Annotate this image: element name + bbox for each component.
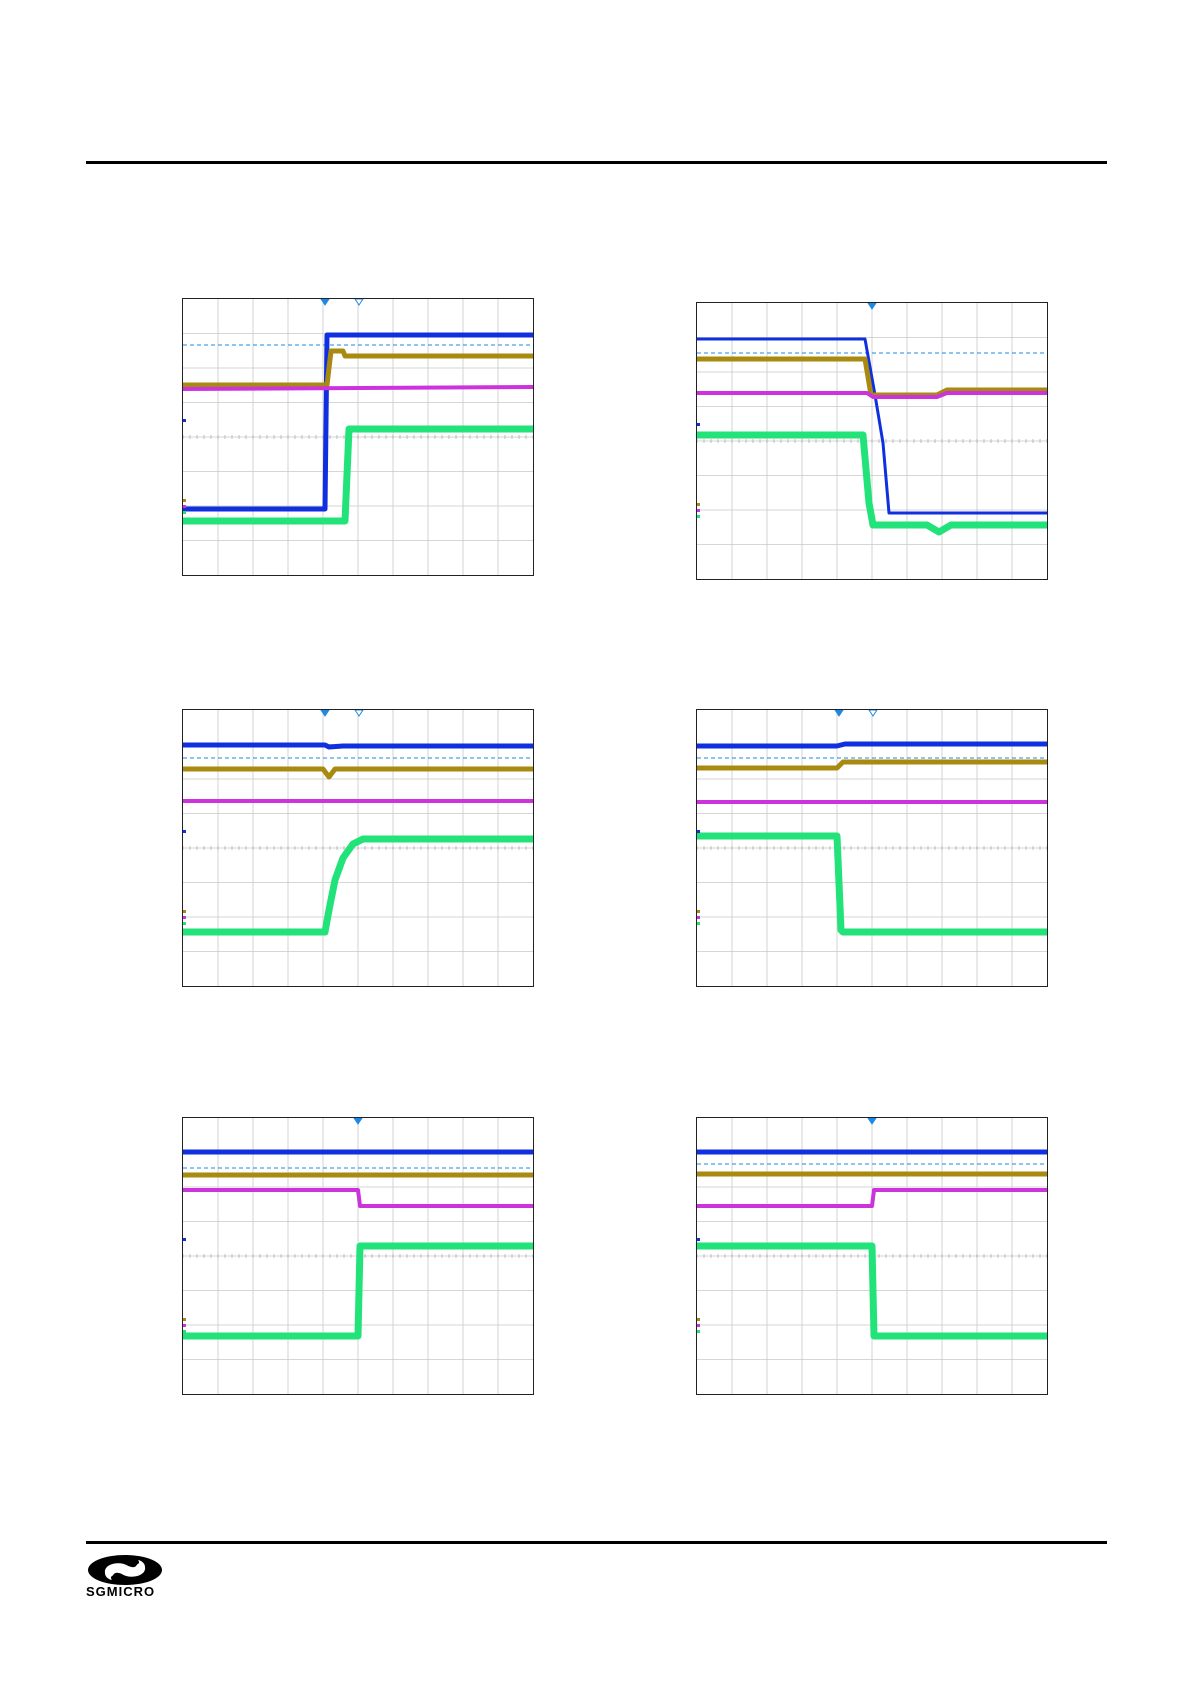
channel-marker <box>183 511 186 514</box>
trace-blue <box>697 741 1047 749</box>
scope-plot-6 <box>697 1118 1047 1394</box>
brand-name: SGMICRO <box>86 1584 156 1599</box>
trigger-marker <box>320 299 330 306</box>
channel-marker <box>183 419 186 422</box>
trigger-marker <box>867 303 877 310</box>
trace-magenta <box>697 1188 1047 1208</box>
channel-marker <box>697 910 700 913</box>
scope-capture-5 <box>182 1117 534 1395</box>
trace-green <box>697 431 1047 536</box>
scope-capture-4 <box>696 709 1048 987</box>
trace-gold <box>183 766 533 780</box>
channel-marker <box>697 503 700 506</box>
trace-blue <box>697 337 1047 515</box>
trigger-marker <box>867 1118 877 1125</box>
trigger-marker <box>834 710 844 717</box>
trigger-marker <box>320 710 330 717</box>
trace-green <box>697 1242 1047 1340</box>
channel-marker <box>697 830 700 833</box>
channel-marker <box>183 830 186 833</box>
channel-marker <box>183 505 186 508</box>
scope-capture-1 <box>182 298 534 576</box>
channel-marker <box>183 1238 186 1241</box>
trace-green <box>183 425 533 525</box>
channel-marker <box>183 916 186 919</box>
scope-plot-3 <box>183 710 533 986</box>
header-rule <box>86 161 1107 164</box>
scope-plot-4 <box>697 710 1047 986</box>
scope-capture-6 <box>696 1117 1048 1395</box>
trigger-marker <box>354 299 364 306</box>
trace-gold <box>697 759 1047 771</box>
trace-magenta <box>697 391 1047 399</box>
trace-green <box>697 832 1047 936</box>
channel-marker <box>697 1318 700 1321</box>
channel-marker <box>697 916 700 919</box>
channel-marker <box>183 1318 186 1321</box>
footer-rule <box>86 1541 1107 1544</box>
trace-magenta <box>183 1188 533 1208</box>
channel-marker <box>697 1238 700 1241</box>
channel-marker <box>697 1324 700 1327</box>
channel-marker <box>697 515 700 518</box>
scope-plot-2 <box>697 303 1047 579</box>
trace-blue <box>183 332 533 512</box>
channel-marker <box>697 423 700 426</box>
scope-capture-3 <box>182 709 534 987</box>
sgmicro-swirl-icon <box>88 1555 162 1585</box>
channel-marker <box>183 922 186 925</box>
channel-marker <box>183 910 186 913</box>
scope-capture-2 <box>696 302 1048 580</box>
channel-marker <box>183 499 186 502</box>
trace-gold <box>183 348 533 388</box>
channel-marker <box>697 1330 700 1333</box>
scope-plot-1 <box>183 299 533 575</box>
trigger-marker <box>353 1118 363 1125</box>
trace-green <box>183 1242 533 1340</box>
trace-green <box>183 835 533 936</box>
trigger-marker <box>868 710 878 717</box>
channel-marker <box>183 1330 186 1333</box>
trace-blue <box>183 742 533 750</box>
channel-marker <box>697 509 700 512</box>
trace-magenta <box>183 385 533 391</box>
scope-plot-5 <box>183 1118 533 1394</box>
channel-marker <box>697 922 700 925</box>
channel-marker <box>183 1324 186 1327</box>
trigger-marker <box>354 710 364 717</box>
